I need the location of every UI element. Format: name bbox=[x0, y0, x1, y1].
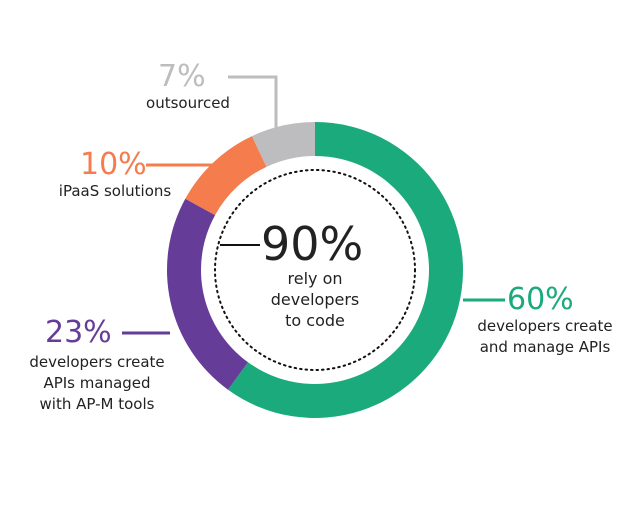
leader-line bbox=[228, 75, 278, 128]
donut-segment bbox=[251, 122, 315, 167]
segment-value-label: 10% bbox=[80, 147, 147, 182]
donut-segment bbox=[167, 198, 248, 390]
segment-description: iPaaS solutions bbox=[58, 182, 172, 200]
donut-segment bbox=[185, 136, 267, 216]
segment-description: developers create and manage APIs bbox=[477, 317, 613, 356]
segment-value-label: 60% bbox=[507, 282, 574, 317]
segment-description: outsourced bbox=[146, 94, 230, 112]
donut-segment bbox=[228, 122, 463, 418]
center-value: 90% bbox=[261, 217, 364, 271]
segment-description: developers create APIs managed with AP-M… bbox=[29, 353, 165, 413]
segment-value-label: 7% bbox=[158, 59, 206, 94]
inner-dotted-circle bbox=[214, 169, 416, 371]
segment-value-label: 23% bbox=[45, 315, 112, 350]
center-text: rely on developers to code bbox=[270, 269, 360, 330]
